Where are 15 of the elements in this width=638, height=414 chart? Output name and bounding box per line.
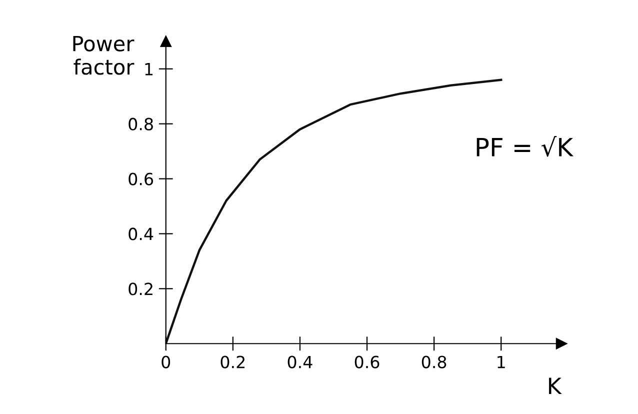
x-tick-label: 0 <box>162 356 170 368</box>
y-tick-label: 1 <box>145 63 153 76</box>
y-tick-label: 0.4 <box>128 228 154 240</box>
annotation: PF = √K <box>476 136 574 157</box>
y-tick-label: 0.8 <box>128 118 153 130</box>
x-tick-label: 0.6 <box>354 356 380 368</box>
x-tick-label: 0.2 <box>220 356 245 368</box>
y-tick-label: 0.2 <box>128 282 152 296</box>
y-tick-label: 0.6 <box>128 172 154 186</box>
x-tick-label: 0.8 <box>422 356 446 368</box>
line-series <box>166 78 502 344</box>
x-axis-title: K <box>549 378 562 394</box>
x-tick-label: 0.4 <box>288 356 312 368</box>
y-axis-title: Power factor <box>73 36 134 75</box>
x-tick-label: 1 <box>498 356 505 368</box>
